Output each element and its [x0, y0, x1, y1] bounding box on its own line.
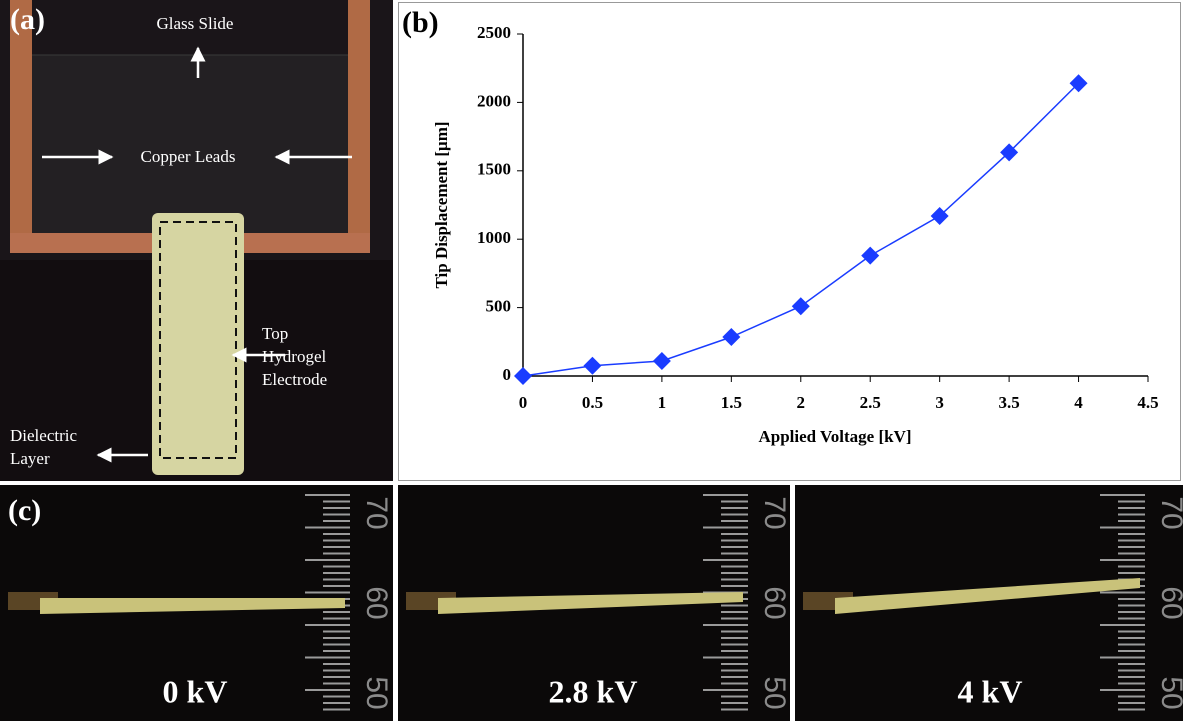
y-tick-label: 2500	[477, 23, 511, 42]
x-tick-label: 3	[935, 393, 944, 412]
data-point	[583, 356, 602, 375]
ruler-label: 50	[360, 676, 393, 709]
data-point	[791, 297, 810, 316]
ruler-label: 50	[1155, 676, 1183, 709]
ruler-label: 50	[758, 676, 791, 709]
ruler-label: 70	[1155, 496, 1183, 529]
actuator	[438, 592, 743, 614]
ruler-label: 60	[758, 586, 791, 619]
x-tick-label: 0	[519, 393, 528, 412]
panel-a: (a) Glass Slide Copper Leads Top Hydrogel…	[0, 0, 393, 481]
x-tick-label: 4.5	[1137, 393, 1158, 412]
annotation: Top Hydrogel Electrode	[262, 324, 327, 389]
y-tick-label: 500	[486, 297, 512, 316]
plot: 0 500 1000 1500 2000 2500 0 0.5 1 1.5 2 2.5 3 3.5 4 4.5	[477, 23, 1159, 412]
data-point	[1069, 74, 1088, 93]
x-tick-label: 1.5	[721, 393, 742, 412]
data-point	[930, 206, 949, 225]
data-point	[514, 367, 532, 385]
actuator	[835, 578, 1140, 614]
annotation: Copper Leads	[141, 147, 236, 166]
ruler-label: 70	[360, 496, 393, 529]
y-tick-label: 1500	[477, 160, 511, 179]
x-tick-label: 2	[797, 393, 806, 412]
data-point	[861, 246, 880, 265]
annotation: Dielectric Layer	[10, 426, 77, 468]
y-tick-label: 1000	[477, 228, 511, 247]
data-point	[1000, 143, 1019, 162]
frame-label: 4 kV	[958, 673, 1023, 709]
panel-label: (b)	[402, 6, 439, 39]
frame-label: 0 kV	[163, 673, 228, 709]
panel-c: 70 60 50 0 kV 70 60 50 2.8 kV 70 60 50 4 kV (c)	[0, 483, 1183, 721]
panel-label: (a)	[10, 3, 45, 36]
panel-label: (c)	[8, 494, 41, 527]
actuator	[40, 598, 345, 614]
x-tick-label: 4	[1074, 393, 1083, 412]
frame-label: 2.8 kV	[549, 673, 638, 709]
x-tick-label: 1	[658, 393, 667, 412]
annotation: Glass Slide	[157, 14, 234, 33]
x-tick-label: 3.5	[998, 393, 1019, 412]
x-axis-label: Applied Voltage [kV]	[758, 427, 911, 446]
ruler-label: 60	[1155, 586, 1183, 619]
x-tick-label: 0.5	[582, 393, 603, 412]
y-axis-label: Tip Displacement [μm]	[432, 121, 451, 288]
x-tick-label: 2.5	[860, 393, 881, 412]
data-point	[722, 328, 741, 347]
panel-b-frame	[398, 2, 1181, 481]
ruler-label: 70	[758, 496, 791, 529]
data-point	[652, 351, 671, 370]
y-tick-label: 0	[503, 365, 512, 384]
ruler-label: 60	[360, 586, 393, 619]
y-tick-label: 2000	[477, 91, 511, 110]
